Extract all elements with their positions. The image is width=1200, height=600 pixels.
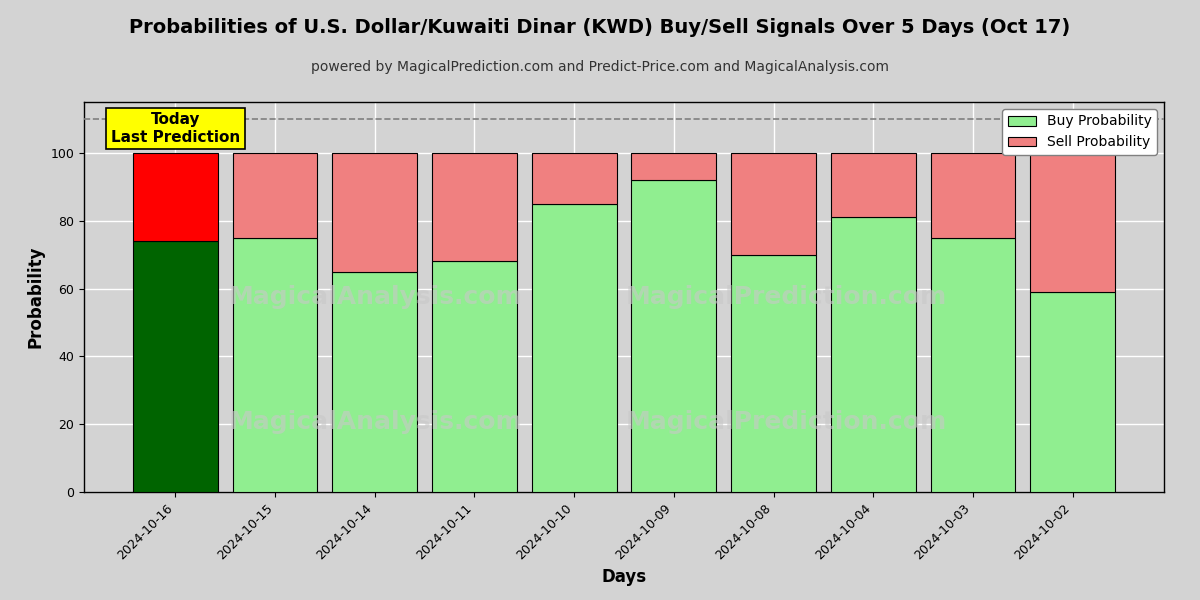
Text: Today
Last Prediction: Today Last Prediction [110,112,240,145]
Bar [532,204,617,492]
Text: MagicalPrediction.com: MagicalPrediction.com [625,285,947,309]
Bar [133,241,218,492]
Bar [233,238,318,492]
Text: MagicalPrediction.com: MagicalPrediction.com [625,410,947,434]
Text: powered by MagicalPrediction.com and Predict-Price.com and MagicalAnalysis.com: powered by MagicalPrediction.com and Pre… [311,60,889,74]
Bar [532,153,617,204]
Bar [830,153,916,217]
Text: MagicalAnalysis.com: MagicalAnalysis.com [229,410,522,434]
Y-axis label: Probability: Probability [26,246,44,348]
Bar [332,153,418,272]
Text: MagicalAnalysis.com: MagicalAnalysis.com [229,285,522,309]
Text: Probabilities of U.S. Dollar/Kuwaiti Dinar (KWD) Buy/Sell Signals Over 5 Days (O: Probabilities of U.S. Dollar/Kuwaiti Din… [130,18,1070,37]
Bar [332,272,418,492]
Legend: Buy Probability, Sell Probability: Buy Probability, Sell Probability [1002,109,1157,155]
Bar [930,153,1015,238]
X-axis label: Days: Days [601,568,647,586]
Bar [731,254,816,492]
Bar [1030,292,1115,492]
Bar [830,217,916,492]
Bar [432,262,517,492]
Bar [432,153,517,262]
Bar [233,153,318,238]
Bar [731,153,816,254]
Bar [631,180,716,492]
Bar [133,153,218,241]
Bar [631,153,716,180]
Bar [1030,153,1115,292]
Bar [930,238,1015,492]
